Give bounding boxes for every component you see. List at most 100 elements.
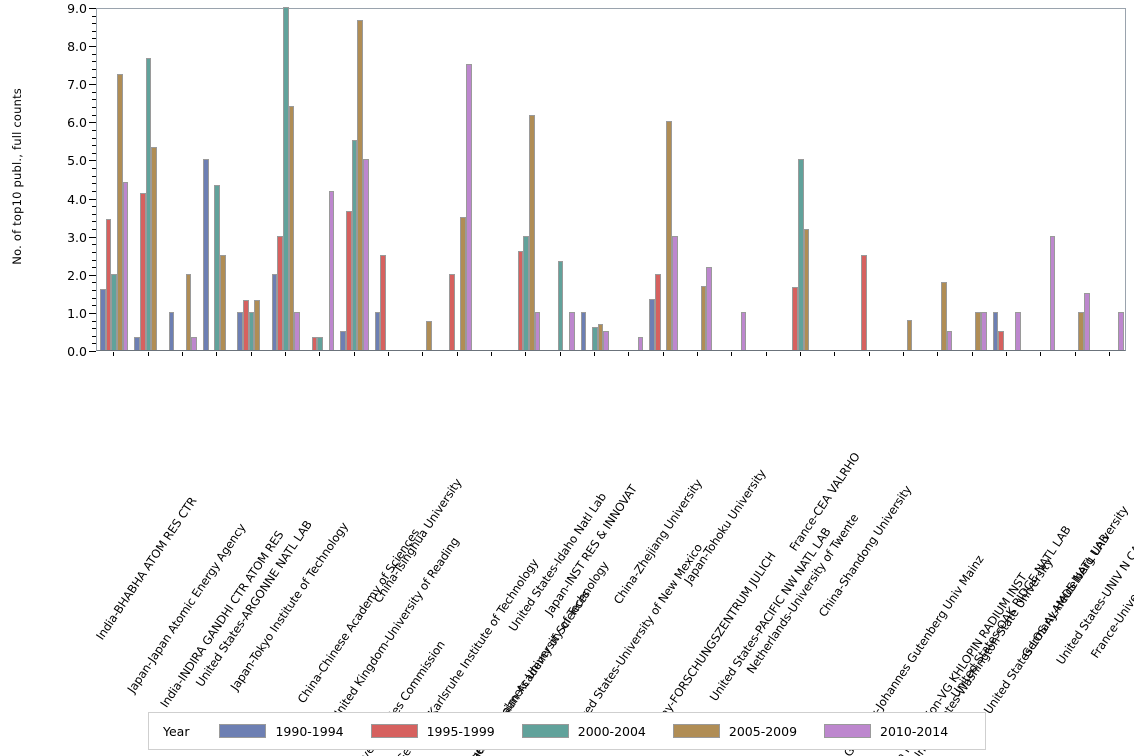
bar bbox=[1118, 311, 1124, 350]
bar bbox=[237, 311, 243, 350]
legend-label: 2010-2014 bbox=[880, 723, 949, 739]
bar-group bbox=[852, 9, 886, 350]
bar bbox=[557, 261, 564, 350]
x-axis-tick bbox=[353, 352, 355, 356]
bar bbox=[363, 159, 369, 350]
bar bbox=[906, 320, 913, 350]
bar bbox=[941, 282, 947, 350]
bar bbox=[1049, 235, 1056, 350]
legend-label: 1990-1994 bbox=[275, 723, 344, 739]
bar-group bbox=[749, 9, 783, 350]
bar bbox=[592, 327, 598, 350]
bar bbox=[975, 311, 981, 350]
x-axis-tick bbox=[765, 352, 767, 356]
legend-item[interactable]: 1990-1994 bbox=[219, 723, 344, 739]
bar bbox=[185, 273, 192, 350]
legend-item[interactable]: 2010-2014 bbox=[824, 724, 948, 739]
bar bbox=[517, 250, 524, 350]
bar-group bbox=[269, 7, 303, 350]
bar-group bbox=[200, 9, 234, 350]
x-axis-tick bbox=[284, 352, 286, 356]
legend[interactable]: Year 1990-1994 1995-1999 2000-2004 2005-200… bbox=[148, 712, 986, 750]
x-axis-tick bbox=[662, 352, 664, 356]
bar bbox=[99, 289, 106, 350]
y-axis-tick-label: 0.0 bbox=[67, 344, 87, 359]
bar bbox=[580, 311, 587, 350]
bar-group bbox=[921, 9, 955, 350]
bar bbox=[317, 337, 323, 350]
bar-group bbox=[234, 9, 268, 350]
bar bbox=[1015, 311, 1021, 350]
bar bbox=[191, 337, 197, 350]
x-axis-tick bbox=[490, 352, 492, 356]
bar bbox=[655, 273, 661, 350]
bar bbox=[105, 218, 112, 350]
bar bbox=[380, 254, 386, 350]
bar bbox=[117, 73, 123, 350]
bar bbox=[1084, 292, 1090, 350]
plot-area bbox=[96, 7, 1127, 351]
legend-swatch bbox=[370, 724, 418, 738]
x-axis-tick bbox=[628, 352, 630, 356]
x-axis-tick bbox=[971, 352, 973, 356]
bar-group bbox=[887, 9, 921, 350]
x-axis-tick bbox=[696, 352, 698, 356]
bar bbox=[151, 146, 157, 350]
bar-group bbox=[990, 9, 1024, 350]
y-axis-tick-label: 9.0 bbox=[67, 1, 87, 16]
x-axis-tick bbox=[1074, 352, 1076, 356]
bar bbox=[637, 337, 644, 350]
bar bbox=[122, 182, 129, 350]
bar bbox=[792, 287, 798, 350]
bar bbox=[134, 337, 140, 350]
bar-group bbox=[131, 9, 165, 350]
x-axis-tick bbox=[1108, 352, 1110, 356]
legend-swatch bbox=[824, 724, 872, 738]
x-axis-tick bbox=[902, 352, 904, 356]
bar bbox=[283, 7, 289, 350]
bar bbox=[346, 210, 352, 350]
bar bbox=[603, 330, 609, 350]
x-axis-tick bbox=[1005, 352, 1007, 356]
bar-group bbox=[784, 9, 818, 350]
bar bbox=[374, 311, 381, 350]
x-axis-tick bbox=[422, 352, 424, 356]
bar-group bbox=[406, 9, 440, 350]
bar bbox=[111, 273, 117, 350]
bar-group bbox=[1024, 9, 1058, 350]
bar bbox=[649, 299, 655, 350]
y-axis-tick-label: 6.0 bbox=[67, 115, 87, 131]
bar bbox=[214, 184, 220, 350]
bar bbox=[523, 235, 529, 350]
y-axis-tick-label: 2.0 bbox=[67, 267, 87, 283]
x-axis-tick bbox=[868, 352, 870, 356]
bar bbox=[1078, 311, 1084, 350]
bar bbox=[861, 254, 867, 350]
bar bbox=[449, 273, 455, 350]
bar bbox=[145, 57, 152, 350]
y-axis-tick-label: 7.0 bbox=[67, 77, 87, 93]
bar-group bbox=[681, 9, 715, 350]
y-axis-title-text: No. of top10 publ., full counts bbox=[10, 87, 24, 265]
bar bbox=[706, 267, 712, 350]
legend-label: 2000-2004 bbox=[577, 723, 646, 739]
bar bbox=[351, 140, 358, 350]
x-axis-tick bbox=[216, 352, 218, 356]
x-axis-tick bbox=[834, 352, 836, 356]
bar bbox=[700, 286, 707, 350]
bar-group bbox=[337, 9, 371, 350]
bar-group bbox=[646, 9, 680, 350]
bar-group bbox=[612, 9, 646, 350]
legend-item[interactable]: 2000-2004 bbox=[521, 723, 646, 739]
bar bbox=[803, 229, 810, 350]
x-axis-tick bbox=[181, 352, 183, 356]
bar bbox=[466, 64, 472, 350]
bar-group bbox=[1093, 9, 1127, 350]
bar-group bbox=[440, 9, 474, 350]
bar bbox=[340, 330, 346, 350]
bar bbox=[597, 324, 604, 350]
x-axis-tick bbox=[799, 352, 801, 356]
legend-item[interactable]: 2005-2009 bbox=[672, 724, 797, 739]
x-axis-tick bbox=[250, 352, 252, 356]
legend-item[interactable]: 1995-1999 bbox=[370, 724, 495, 739]
